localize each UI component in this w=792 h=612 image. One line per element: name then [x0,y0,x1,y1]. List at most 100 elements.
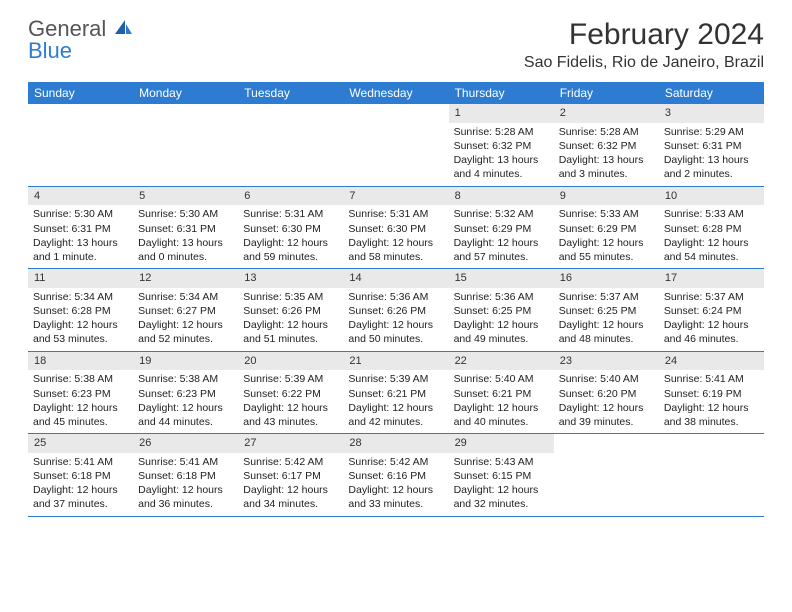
cell-body: Sunrise: 5:37 AMSunset: 6:24 PMDaylight:… [659,288,764,351]
sunrise-text: Sunrise: 5:41 AM [138,455,233,469]
calendar-cell [133,104,238,186]
cell-body: Sunrise: 5:39 AMSunset: 6:21 PMDaylight:… [343,370,448,433]
day-number: 15 [449,269,554,288]
calendar-cell: 15Sunrise: 5:36 AMSunset: 6:25 PMDayligh… [449,269,554,351]
day-number: 27 [238,434,343,453]
sunset-text: Sunset: 6:32 PM [559,139,654,153]
calendar-cell: 6Sunrise: 5:31 AMSunset: 6:30 PMDaylight… [238,187,343,269]
day-number: 3 [659,104,764,123]
sunset-text: Sunset: 6:30 PM [348,222,443,236]
sunset-text: Sunset: 6:22 PM [243,387,338,401]
sunset-text: Sunset: 6:27 PM [138,304,233,318]
day-number: 10 [659,187,764,206]
sunrise-text: Sunrise: 5:38 AM [138,372,233,386]
cell-body: Sunrise: 5:34 AMSunset: 6:28 PMDaylight:… [28,288,133,351]
day-number: 13 [238,269,343,288]
cell-body: Sunrise: 5:38 AMSunset: 6:23 PMDaylight:… [133,370,238,433]
sunset-text: Sunset: 6:25 PM [454,304,549,318]
sunrise-text: Sunrise: 5:41 AM [664,372,759,386]
sunset-text: Sunset: 6:19 PM [664,387,759,401]
sunrise-text: Sunrise: 5:28 AM [454,125,549,139]
calendar-cell: 27Sunrise: 5:42 AMSunset: 6:17 PMDayligh… [238,434,343,516]
sail-icon [113,18,133,41]
sunrise-text: Sunrise: 5:32 AM [454,207,549,221]
sunset-text: Sunset: 6:28 PM [664,222,759,236]
sunset-text: Sunset: 6:24 PM [664,304,759,318]
sunset-text: Sunset: 6:25 PM [559,304,654,318]
calendar-cell: 26Sunrise: 5:41 AMSunset: 6:18 PMDayligh… [133,434,238,516]
brand-logo: General Blue [28,18,133,63]
title-block: February 2024 Sao Fidelis, Rio de Janeir… [524,18,764,72]
day-number: 26 [133,434,238,453]
daylight-text: Daylight: 12 hours and 38 minutes. [664,401,759,429]
cell-body: Sunrise: 5:33 AMSunset: 6:28 PMDaylight:… [659,205,764,268]
daylight-text: Daylight: 12 hours and 33 minutes. [348,483,443,511]
cell-body: Sunrise: 5:36 AMSunset: 6:25 PMDaylight:… [449,288,554,351]
calendar-cell: 29Sunrise: 5:43 AMSunset: 6:15 PMDayligh… [449,434,554,516]
calendar-cell: 20Sunrise: 5:39 AMSunset: 6:22 PMDayligh… [238,352,343,434]
daylight-text: Daylight: 13 hours and 0 minutes. [138,236,233,264]
sunset-text: Sunset: 6:23 PM [138,387,233,401]
sunset-text: Sunset: 6:21 PM [454,387,549,401]
cell-body: Sunrise: 5:31 AMSunset: 6:30 PMDaylight:… [238,205,343,268]
daylight-text: Daylight: 12 hours and 37 minutes. [33,483,128,511]
daylight-text: Daylight: 12 hours and 50 minutes. [348,318,443,346]
cell-body: Sunrise: 5:36 AMSunset: 6:26 PMDaylight:… [343,288,448,351]
calendar-cell: 10Sunrise: 5:33 AMSunset: 6:28 PMDayligh… [659,187,764,269]
calendar-cell: 17Sunrise: 5:37 AMSunset: 6:24 PMDayligh… [659,269,764,351]
calendar-cell: 13Sunrise: 5:35 AMSunset: 6:26 PMDayligh… [238,269,343,351]
sunrise-text: Sunrise: 5:40 AM [559,372,654,386]
dayhead-mon: Monday [133,82,238,104]
day-number: 20 [238,352,343,371]
calendar-cell: 9Sunrise: 5:33 AMSunset: 6:29 PMDaylight… [554,187,659,269]
day-number: 8 [449,187,554,206]
day-number: 4 [28,187,133,206]
day-number: 1 [449,104,554,123]
cell-body: Sunrise: 5:43 AMSunset: 6:15 PMDaylight:… [449,453,554,516]
calendar-cell: 19Sunrise: 5:38 AMSunset: 6:23 PMDayligh… [133,352,238,434]
weeks-container: 1Sunrise: 5:28 AMSunset: 6:32 PMDaylight… [28,104,764,517]
cell-body: Sunrise: 5:32 AMSunset: 6:29 PMDaylight:… [449,205,554,268]
calendar-cell: 5Sunrise: 5:30 AMSunset: 6:31 PMDaylight… [133,187,238,269]
day-number [133,104,238,108]
daylight-text: Daylight: 12 hours and 46 minutes. [664,318,759,346]
day-number: 28 [343,434,448,453]
cell-body: Sunrise: 5:33 AMSunset: 6:29 PMDaylight:… [554,205,659,268]
daylight-text: Daylight: 12 hours and 40 minutes. [454,401,549,429]
cell-body: Sunrise: 5:31 AMSunset: 6:30 PMDaylight:… [343,205,448,268]
week-row: 11Sunrise: 5:34 AMSunset: 6:28 PMDayligh… [28,269,764,352]
sunset-text: Sunset: 6:26 PM [243,304,338,318]
sunrise-text: Sunrise: 5:28 AM [559,125,654,139]
cell-body: Sunrise: 5:30 AMSunset: 6:31 PMDaylight:… [133,205,238,268]
sunrise-text: Sunrise: 5:33 AM [559,207,654,221]
day-number: 7 [343,187,448,206]
day-number: 6 [238,187,343,206]
daylight-text: Daylight: 12 hours and 36 minutes. [138,483,233,511]
sunset-text: Sunset: 6:31 PM [664,139,759,153]
day-number: 16 [554,269,659,288]
day-number: 12 [133,269,238,288]
day-number: 14 [343,269,448,288]
cell-body: Sunrise: 5:38 AMSunset: 6:23 PMDaylight:… [28,370,133,433]
sunset-text: Sunset: 6:29 PM [454,222,549,236]
daylight-text: Daylight: 12 hours and 55 minutes. [559,236,654,264]
sunset-text: Sunset: 6:15 PM [454,469,549,483]
dayhead-sun: Sunday [28,82,133,104]
cell-body: Sunrise: 5:41 AMSunset: 6:18 PMDaylight:… [133,453,238,516]
sunset-text: Sunset: 6:18 PM [138,469,233,483]
day-number [554,434,659,438]
daylight-text: Daylight: 12 hours and 54 minutes. [664,236,759,264]
sunrise-text: Sunrise: 5:41 AM [33,455,128,469]
calendar-cell [554,434,659,516]
cell-body: Sunrise: 5:42 AMSunset: 6:17 PMDaylight:… [238,453,343,516]
calendar-cell: 24Sunrise: 5:41 AMSunset: 6:19 PMDayligh… [659,352,764,434]
calendar-cell: 7Sunrise: 5:31 AMSunset: 6:30 PMDaylight… [343,187,448,269]
day-number: 21 [343,352,448,371]
cell-body: Sunrise: 5:42 AMSunset: 6:16 PMDaylight:… [343,453,448,516]
daylight-text: Daylight: 12 hours and 34 minutes. [243,483,338,511]
sunset-text: Sunset: 6:32 PM [454,139,549,153]
sunrise-text: Sunrise: 5:43 AM [454,455,549,469]
daylight-text: Daylight: 12 hours and 32 minutes. [454,483,549,511]
sunrise-text: Sunrise: 5:34 AM [33,290,128,304]
sunrise-text: Sunrise: 5:39 AM [243,372,338,386]
